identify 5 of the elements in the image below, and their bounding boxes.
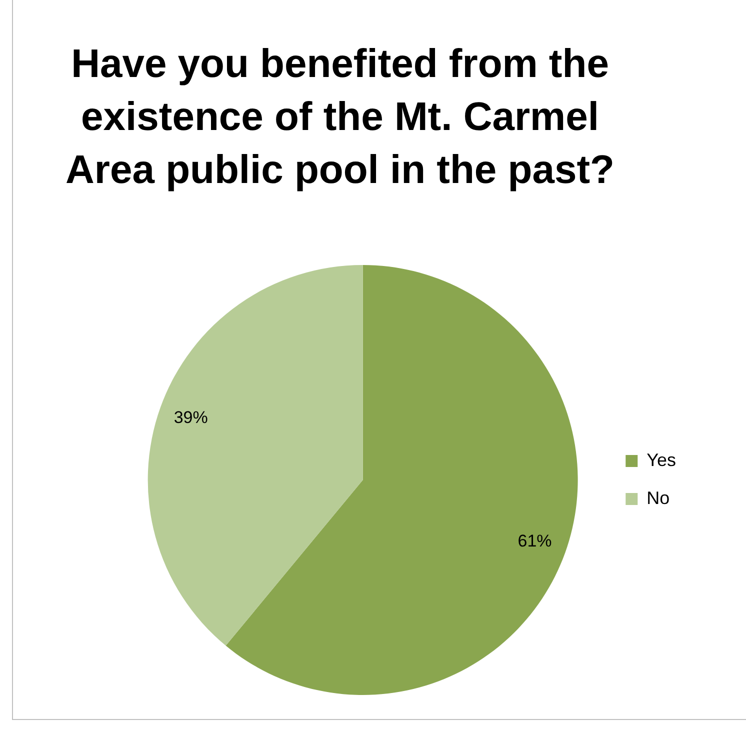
data-label: 39%	[174, 408, 208, 427]
legend-label: Yes	[646, 450, 676, 470]
legend-label: No	[646, 488, 670, 508]
chart-title: Have you benefited from the existence of the Mt. Carmel Area public pool in the past?	[64, 41, 616, 194]
data-label: 61%	[518, 532, 552, 551]
